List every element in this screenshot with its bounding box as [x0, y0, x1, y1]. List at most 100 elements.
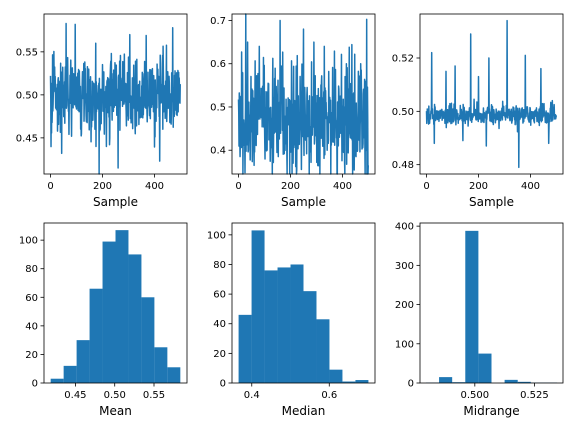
y-tick-label: 60: [25, 293, 38, 304]
y-tick-label: 40: [213, 319, 226, 330]
y-tick-label: 20: [25, 350, 38, 361]
plot-area: [50, 230, 181, 383]
series-line: [237, 13, 369, 175]
histogram-bar: [251, 230, 265, 383]
histogram-bar: [128, 254, 142, 383]
x-tick-label: 200: [93, 181, 112, 192]
y-tick-label: 60: [213, 290, 226, 301]
x-tick-label: 0: [423, 181, 429, 192]
x-tick-label: 0.6: [321, 390, 337, 401]
x-tick-label: 200: [469, 181, 488, 192]
y-tick-label: 0.45: [16, 133, 38, 144]
subplot-1: 0 200 400 0.45 0.50 0.55 Sample: [16, 13, 188, 209]
y-tick-label: 100: [395, 339, 414, 350]
y-tick-label: 400: [395, 222, 414, 233]
plot-area: [49, 22, 181, 175]
y-tick-label: 40: [25, 321, 38, 332]
y-tick-label: 0.48: [392, 160, 414, 171]
ticks: 0.500 0.525 0 100 200 300 400: [395, 222, 549, 401]
y-tick-label: 0.5: [210, 102, 226, 113]
y-tick-label: 0.55: [16, 47, 38, 58]
y-tick-label: 0.6: [210, 59, 226, 70]
x-tick-label: 0: [235, 181, 241, 192]
histogram-bar: [290, 264, 304, 383]
x-axis-label: Midrange: [463, 404, 519, 418]
plot-area: [425, 19, 557, 169]
axes-frame: [43, 222, 188, 384]
ticks: 0 200 400 0.45 0.50 0.55: [16, 47, 164, 192]
axes-frame: [231, 222, 376, 384]
histogram-bar: [63, 365, 77, 383]
histogram-bar: [504, 379, 518, 383]
y-tick-label: 100: [207, 230, 226, 241]
x-axis-label: Sample: [281, 195, 326, 209]
x-tick-label: 400: [333, 181, 352, 192]
y-tick-label: 0: [32, 379, 38, 390]
subplot-6: 0.500 0.525 0 100 200 300 400 Midrange: [395, 222, 564, 418]
histogram-bar: [115, 230, 129, 383]
y-tick-label: 0.4: [210, 146, 226, 157]
x-axis-label: Median: [282, 404, 326, 418]
x-tick-label: 400: [521, 181, 540, 192]
histogram-bar: [465, 230, 479, 383]
axes-frame: [43, 13, 188, 175]
histogram-bar: [277, 267, 291, 383]
histogram-bar: [167, 367, 181, 383]
x-tick-label: 0.525: [520, 390, 549, 401]
x-tick-label: 400: [145, 181, 164, 192]
plot-area: [237, 13, 369, 175]
histogram-bar: [89, 288, 103, 383]
y-tick-label: 0: [220, 379, 226, 390]
x-tick-label: 0.50: [104, 390, 126, 401]
histogram-bar: [329, 369, 343, 383]
x-tick-label: 0.55: [143, 390, 165, 401]
ticks: 0 200 400 0.48 0.50 0.52: [392, 54, 540, 193]
x-tick-label: 0.500: [460, 390, 489, 401]
axes-frame: [419, 13, 564, 175]
y-tick-label: 0.7: [210, 16, 226, 27]
subplot-3: 0 200 400 0.48 0.50 0.52 Sample: [392, 13, 564, 209]
y-tick-label: 80: [213, 260, 226, 271]
histogram-bar: [439, 377, 453, 383]
y-tick-label: 300: [395, 261, 414, 272]
x-tick-label: 0.4: [244, 390, 260, 401]
y-tick-label: 100: [19, 236, 38, 247]
histogram-bar: [316, 319, 330, 383]
y-tick-label: 200: [395, 300, 414, 311]
plot-area: [425, 230, 558, 383]
y-tick-label: 20: [213, 349, 226, 360]
histogram-bar: [517, 381, 531, 383]
histogram-bar: [264, 270, 278, 383]
ticks: 0 200 400 0.4 0.5 0.6 0.7: [210, 16, 352, 192]
axes-frame: [231, 13, 376, 175]
x-axis-label: Mean: [99, 404, 132, 418]
y-tick-label: 0.50: [16, 90, 38, 101]
ticks: 0.4 0.6 0 20 40 60 80 100: [207, 230, 337, 401]
series-line: [425, 19, 557, 169]
y-tick-label: 80: [25, 264, 38, 275]
histogram-bar: [76, 340, 90, 383]
histogram-bar: [238, 314, 252, 383]
y-tick-label: 0.50: [392, 107, 414, 118]
subplot-2: 0 200 400 0.4 0.5 0.6 0.7 Sample: [210, 13, 376, 209]
y-tick-label: 0.52: [392, 54, 414, 65]
histogram-bar: [303, 291, 317, 383]
series-line: [49, 22, 181, 175]
ticks: 0.45 0.50 0.55 0 20 40 60 80 100: [19, 236, 165, 401]
histogram-bar: [141, 297, 155, 383]
x-tick-label: 0: [47, 181, 53, 192]
plot-area: [238, 230, 369, 383]
histogram-bar: [342, 381, 356, 383]
histogram-bar: [102, 241, 116, 383]
x-axis-label: Sample: [469, 195, 514, 209]
subplot-4: 0.45 0.50 0.55 0 20 40 60 80 100 Mean: [19, 222, 188, 418]
histogram-bar: [50, 378, 64, 383]
x-tick-label: 200: [281, 181, 300, 192]
y-tick-label: 0: [408, 379, 414, 390]
histogram-bar: [355, 380, 369, 383]
subplot-5: 0.4 0.6 0 20 40 60 80 100 Median: [207, 222, 376, 418]
histogram-bar: [154, 347, 168, 383]
x-axis-label: Sample: [93, 195, 138, 209]
axes-frame: [419, 222, 564, 384]
